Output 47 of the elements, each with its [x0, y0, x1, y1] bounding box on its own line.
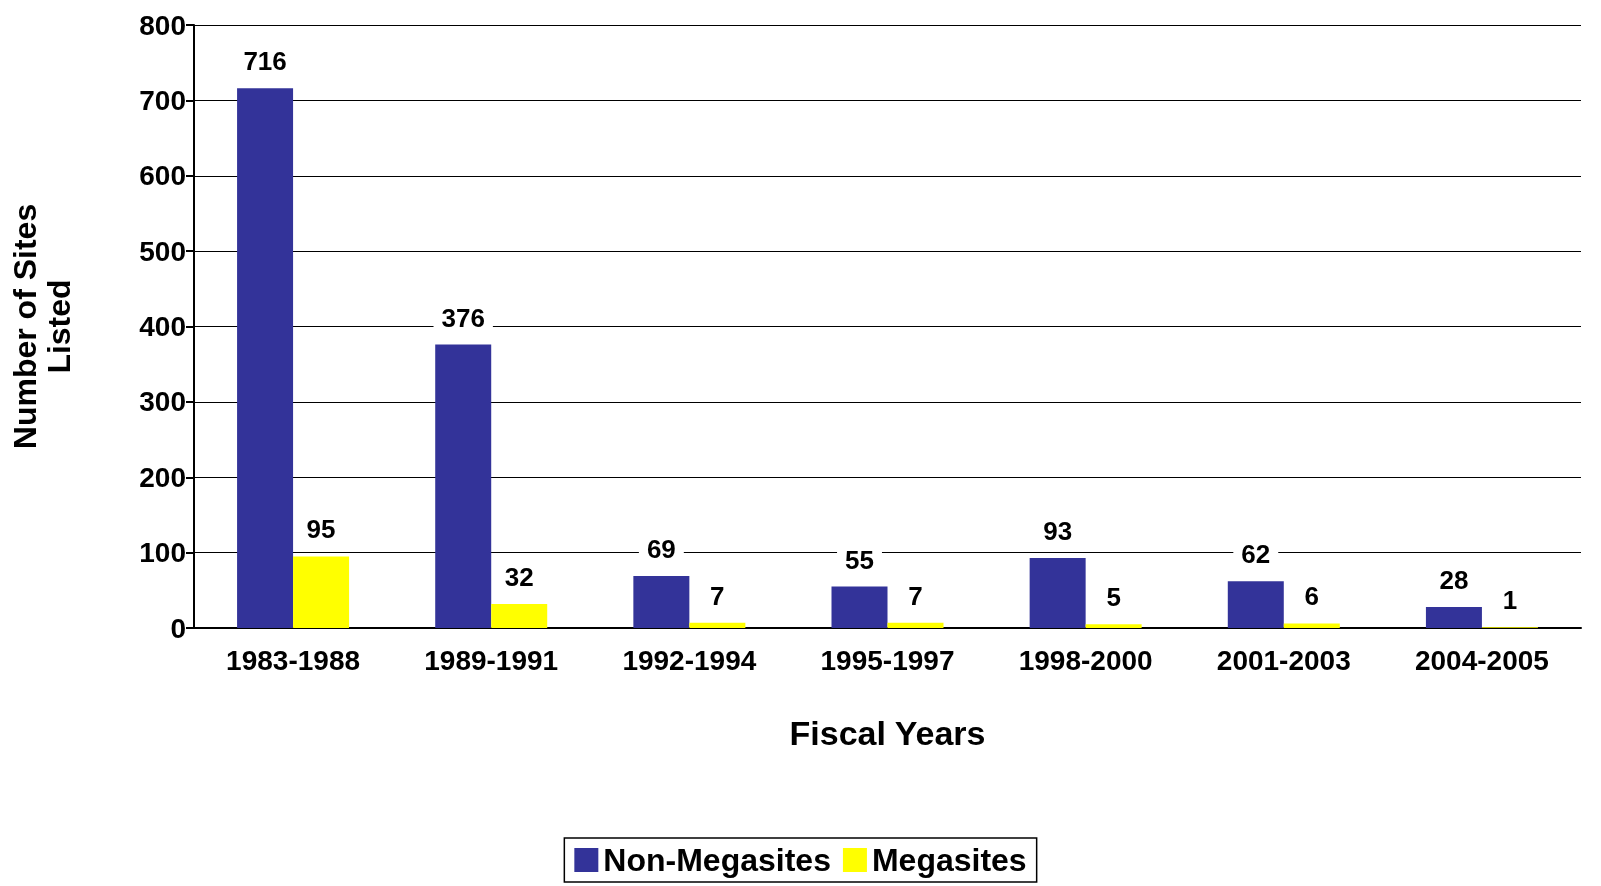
legend-label: Megasites — [871, 842, 1027, 878]
y-tick-label: 500 — [139, 235, 186, 267]
data-label: 7 — [710, 580, 725, 611]
data-label: 5 — [1106, 582, 1121, 613]
data-label: 32 — [504, 561, 534, 592]
data-label: 1 — [1502, 585, 1518, 616]
data-label: 69 — [646, 533, 676, 564]
x-tick-label: 2001-2003 — [1216, 644, 1351, 676]
y-tick-label: 800 — [139, 9, 186, 41]
data-label: 28 — [1439, 564, 1469, 595]
x-tick-label: 1983-1988 — [226, 644, 361, 676]
x-tick-label: 1998-2000 — [1018, 644, 1153, 676]
y-tick-label: 200 — [139, 461, 186, 493]
x-tick-label: 2004-2005 — [1414, 644, 1549, 676]
bar — [1085, 624, 1142, 628]
y-axis-title: Number of Sites Listed — [7, 203, 77, 450]
data-label: 7 — [908, 580, 923, 611]
x-tick-label: 1989-1991 — [424, 644, 559, 676]
bar — [1227, 581, 1284, 628]
data-label: 376 — [441, 302, 485, 333]
x-axis-title: Fiscal Years — [789, 714, 986, 752]
bar — [689, 622, 746, 628]
legend-label: Non-Megasites — [603, 842, 831, 878]
bar — [887, 622, 944, 628]
y-tick-label: 100 — [139, 537, 186, 569]
bar — [1425, 606, 1482, 628]
bar — [633, 575, 690, 628]
bar — [491, 603, 548, 628]
data-label: 6 — [1304, 581, 1320, 612]
bar — [1283, 623, 1340, 628]
y-tick-label: 700 — [139, 84, 186, 116]
bar — [293, 556, 350, 628]
y-tick-label: 0 — [170, 612, 186, 644]
data-label: 55 — [845, 544, 874, 575]
data-label: 62 — [1241, 539, 1271, 570]
bar — [435, 344, 492, 628]
x-tick-label: 1995-1997 — [820, 644, 955, 676]
y-tick-label: 300 — [139, 386, 186, 418]
bar — [237, 88, 294, 628]
y-tick-label: 600 — [139, 160, 186, 192]
data-label: 93 — [1043, 515, 1073, 546]
data-label: 716 — [243, 46, 287, 77]
x-tick-label: 1992-1994 — [622, 644, 757, 676]
data-label: 95 — [306, 514, 336, 545]
y-tick-label: 400 — [139, 311, 186, 342]
bar — [1029, 557, 1086, 628]
bar — [831, 586, 888, 628]
